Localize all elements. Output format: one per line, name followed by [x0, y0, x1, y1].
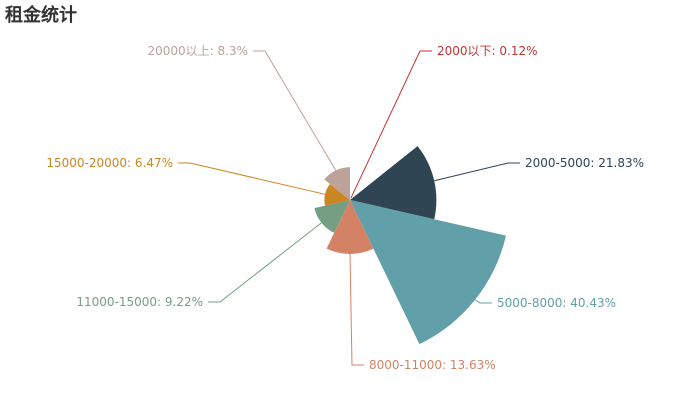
slice-8000-11000[interactable]: [326, 200, 374, 254]
slice-label-20000-above: 20000以上: 8.3%: [147, 44, 248, 58]
leader-line-5000-8000: [474, 299, 492, 304]
leader-lines: [178, 50, 520, 366]
slice-15000-20000[interactable]: [324, 184, 350, 206]
slice-20000-above[interactable]: [324, 167, 350, 200]
leader-line-2000-5000: [434, 162, 520, 182]
slice-11000-15000[interactable]: [314, 200, 350, 233]
slices: [314, 146, 506, 345]
slice-label-8000-11000: 8000-11000: 13.63%: [369, 358, 496, 372]
slice-label-11000-15000: 11000-15000: 9.22%: [76, 295, 203, 309]
slice-label-5000-8000: 5000-8000: 40.43%: [497, 296, 616, 310]
chart-title: 租金统计: [5, 5, 77, 26]
leader-line-11000-15000: [208, 222, 322, 303]
slice-2000-5000[interactable]: [350, 146, 437, 220]
slice-label-2000-below: 2000以下: 0.12%: [437, 44, 538, 58]
leader-line-8000-11000: [349, 253, 364, 366]
leader-line-2000-below: [350, 50, 432, 199]
slice-5000-8000[interactable]: [350, 200, 506, 345]
slice-label-15000-20000: 15000-20000: 6.47%: [46, 156, 173, 170]
leader-line-20000-above: [253, 50, 337, 171]
slice-labels: 2000以下: 0.12% 2000-5000: 21.83% 5000-8000:…: [46, 44, 644, 372]
slice-label-2000-5000: 2000-5000: 21.83%: [525, 156, 644, 170]
leader-line-15000-20000: [178, 162, 326, 195]
